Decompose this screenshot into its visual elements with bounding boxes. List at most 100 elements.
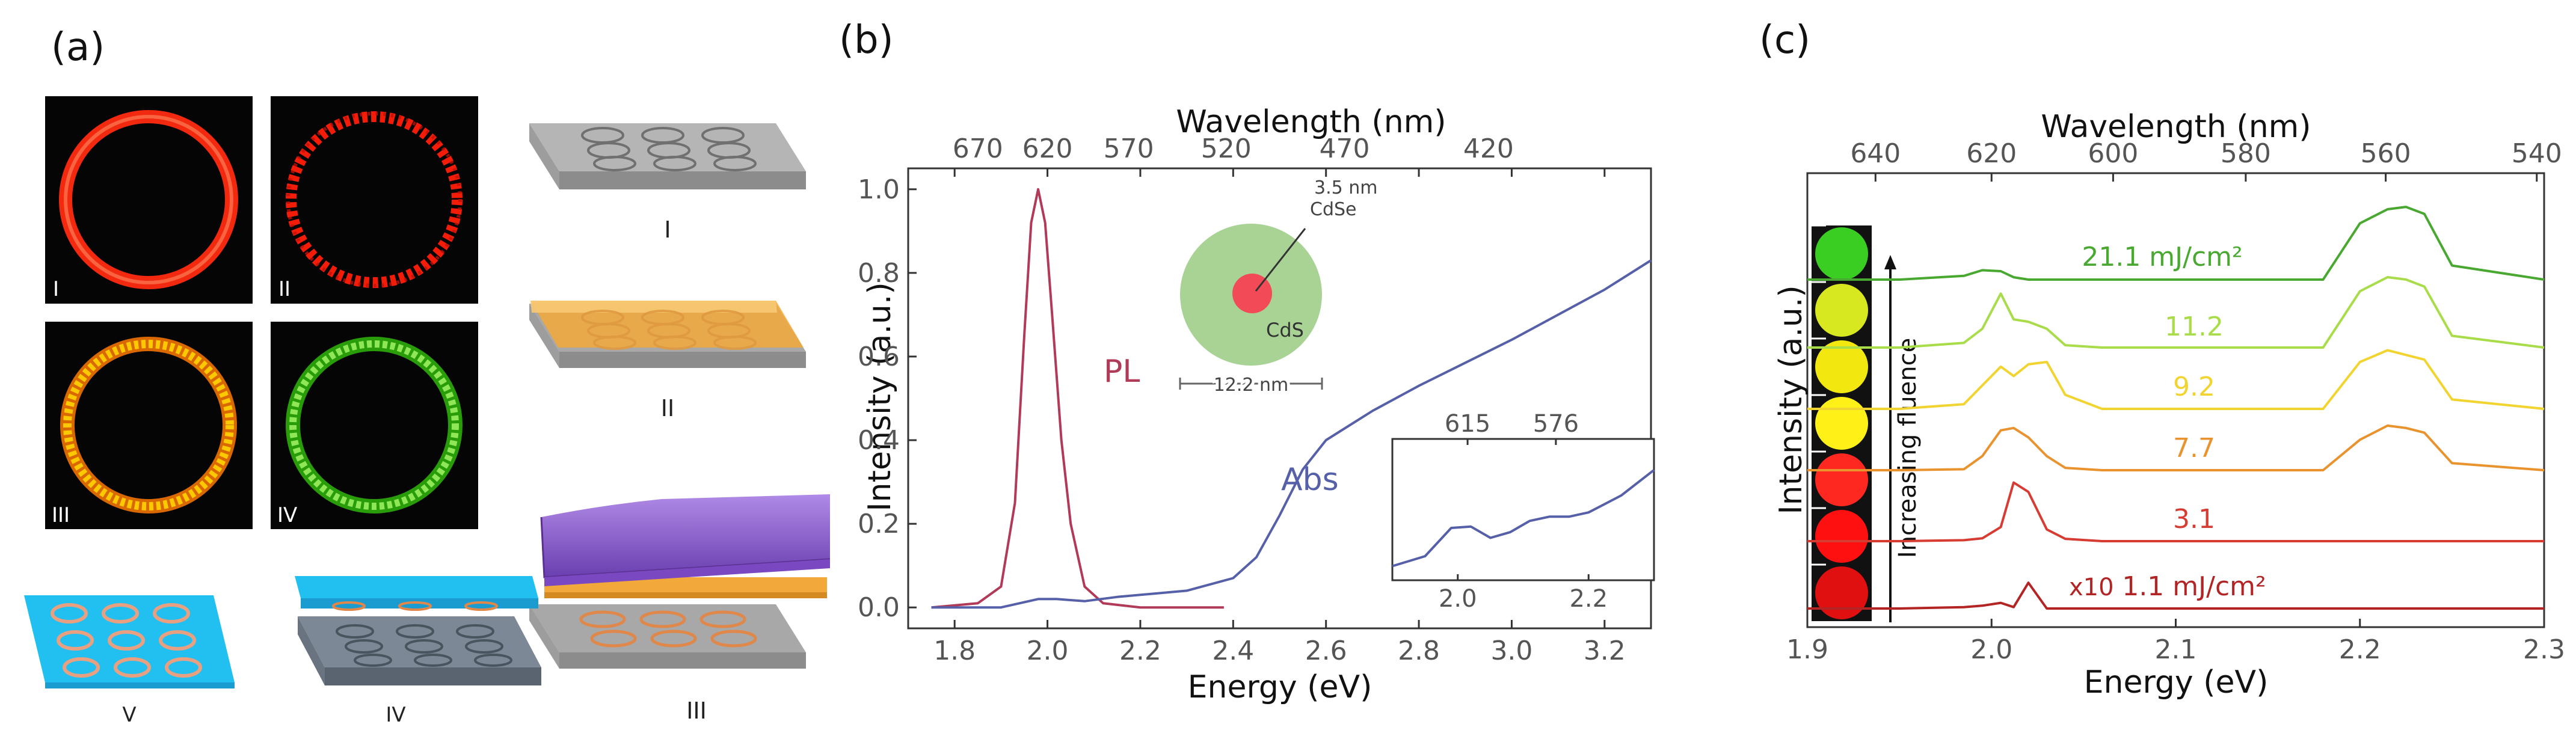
micrograph-3: III <box>45 322 253 529</box>
x-tick-label: 2.2 <box>1119 636 1161 666</box>
plot-frame <box>907 167 1652 630</box>
spot-image <box>1815 284 1868 337</box>
fluence-label: 21.1 mJ/cm² <box>2082 242 2242 272</box>
x-tick-label: 2.6 <box>1305 636 1347 666</box>
schematic-step-1: I <box>529 123 806 243</box>
nanocrystal-schematic: 3.5 nm CdSe CdS 12.2 nm <box>1179 177 1377 399</box>
step-label: IV <box>386 703 405 727</box>
y-tick-label: 0.4 <box>858 425 900 456</box>
step-label: II <box>661 395 674 422</box>
top-axis-label: Wavelength (nm) <box>1176 104 1446 140</box>
core-label: CdSe <box>1310 199 1357 220</box>
series-line-pl <box>931 188 1224 609</box>
core-label: 3.5 nm <box>1314 177 1377 198</box>
inset-frame <box>1391 438 1655 581</box>
chart-b: Energy (eV) Intensity (a.u.) Wavelength … <box>858 104 1655 705</box>
top-tick-label: 520 <box>1201 133 1252 164</box>
spectrum-line <box>1807 349 2545 410</box>
x-tick-label: 2.0 <box>1970 634 2012 665</box>
y-tick-label: 0.8 <box>858 258 900 289</box>
shell-label: CdS <box>1266 319 1304 342</box>
fluence-label: 1.1 mJ/cm² <box>2122 571 2266 602</box>
schematic-step-5: V <box>24 595 235 727</box>
top-tick-label: 570 <box>1104 133 1154 164</box>
x-tick-label: 2.8 <box>1398 636 1440 666</box>
micrograph-label: I <box>53 277 59 301</box>
top-tick-label: 620 <box>1966 138 2017 169</box>
top-tick-label: 420 <box>1463 133 1514 164</box>
inset-x-tick-label: 2.0 <box>1439 585 1477 613</box>
top-tick-label: 470 <box>1320 133 1370 164</box>
inset-abs-line <box>1392 469 1655 568</box>
micrograph-label: II <box>278 277 290 301</box>
top-tick-label: 670 <box>953 133 1003 164</box>
spectrum-line <box>1807 276 2545 349</box>
spectrum-line <box>1807 581 2544 610</box>
x-tick-label: 2.1 <box>2155 634 2197 665</box>
series-label-pl: PL <box>1104 354 1140 390</box>
scale-note: x10 <box>2069 574 2114 601</box>
fluence-label: 9.2 <box>2173 372 2215 402</box>
top-tick-label: 540 <box>2512 138 2562 169</box>
spectrum-line <box>1807 424 2545 471</box>
fluence-arrow: Increasing fluence <box>1884 255 1922 622</box>
fluence-label: 11.2 <box>2165 311 2224 342</box>
series-line-abs <box>931 259 1652 609</box>
ring-image <box>286 111 463 288</box>
fluence-label: 3.1 <box>2173 504 2215 535</box>
y-tick-label: 1.0 <box>858 174 900 205</box>
schematic-step-4: IV <box>295 576 541 727</box>
inset-top-tick-label: 615 <box>1445 410 1490 438</box>
spot-image <box>1815 453 1868 506</box>
core-circle <box>1232 274 1272 313</box>
top-tick-label: 580 <box>2221 138 2271 169</box>
spot-image <box>1815 397 1868 450</box>
top-tick-label: 560 <box>2361 138 2411 169</box>
spot-image <box>1815 510 1868 563</box>
top-tick-label: 640 <box>1850 138 1901 169</box>
spot-image <box>1815 227 1868 280</box>
x-tick-label: 3.0 <box>1490 636 1532 666</box>
x-tick-label: 2.4 <box>1212 636 1254 666</box>
x-tick-label: 1.9 <box>1786 634 1828 665</box>
scale-label: 12.2 nm <box>1214 375 1289 396</box>
step-label: I <box>664 216 671 243</box>
x-tick-label: 2.2 <box>2339 634 2381 665</box>
panel-label-a: (a) <box>51 25 105 70</box>
y-axis-label: Intensity (a.u.) <box>862 282 898 511</box>
x-tick-label: 2.0 <box>1027 636 1069 666</box>
spot-image <box>1815 566 1868 619</box>
step-label: III <box>686 697 707 724</box>
micrograph-label: IV <box>277 503 297 527</box>
x-axis-label: Energy (eV) <box>1188 669 1373 705</box>
y-tick-label: 0.0 <box>858 592 900 623</box>
y-tick-label: 0.6 <box>858 342 900 372</box>
micrograph-2: II <box>271 96 478 304</box>
x-tick-label: 3.2 <box>1584 636 1626 666</box>
series-label-abs: Abs <box>1281 462 1339 498</box>
chart-c: Energy (eV) Intensity (a.u.) Wavelength … <box>1773 109 2565 700</box>
fluence-label: 7.7 <box>2173 433 2215 464</box>
schematic-step-2: II <box>529 301 806 422</box>
schematic-step-3: III <box>529 494 831 724</box>
top-axis-label: Wavelength (nm) <box>2041 109 2311 145</box>
spectrum-line <box>1807 481 2544 542</box>
inset-top-tick-label: 576 <box>1533 410 1579 438</box>
micrograph-1: I <box>45 96 253 304</box>
micrograph-grid: I II III IV <box>45 96 478 529</box>
x-axis-label: Energy (eV) <box>2084 664 2269 700</box>
step-label: V <box>122 703 136 727</box>
panel-label-c: (c) <box>1759 18 1810 63</box>
fluence-label: Increasing fluence <box>1894 338 1922 558</box>
micrograph-4: IV <box>271 322 478 529</box>
micrograph-label: III <box>52 503 70 527</box>
top-tick-label: 600 <box>2088 138 2138 169</box>
y-axis-label: Intensity (a.u.) <box>1773 285 1809 514</box>
inset-x-tick-label: 2.2 <box>1569 585 1608 613</box>
spot-image <box>1815 340 1868 393</box>
panel-label-b: (b) <box>839 18 894 63</box>
y-tick-label: 0.2 <box>858 509 900 539</box>
spectrum-line <box>1807 206 2545 281</box>
top-tick-label: 620 <box>1022 133 1073 164</box>
x-tick-label: 1.8 <box>933 636 976 666</box>
